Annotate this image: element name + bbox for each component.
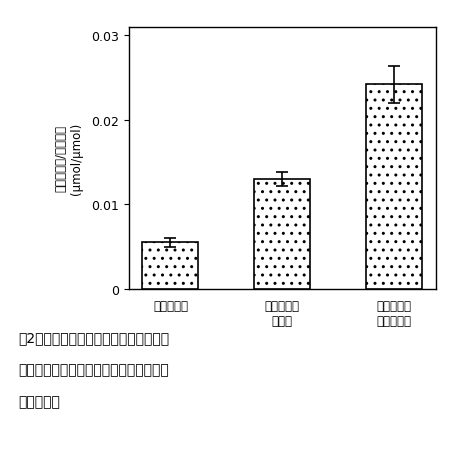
Text: 肪酸の割合: 肪酸の割合 bbox=[18, 395, 60, 409]
Y-axis label: 遊離脂肪酸/全脂肪酸
(μmol/μmol): 遊離脂肪酸/全脂肪酸 (μmol/μmol) bbox=[55, 122, 83, 195]
Text: 図2　花蓄部から調製したミクロソーム: 図2 花蓄部から調製したミクロソーム bbox=[18, 330, 169, 344]
Bar bbox=[366, 85, 422, 289]
Text: 膜脂質における全脂肪酸に対する遊離脂: 膜脂質における全脂肪酸に対する遊離脂 bbox=[18, 363, 169, 376]
Bar bbox=[142, 243, 198, 289]
Bar bbox=[254, 179, 310, 289]
